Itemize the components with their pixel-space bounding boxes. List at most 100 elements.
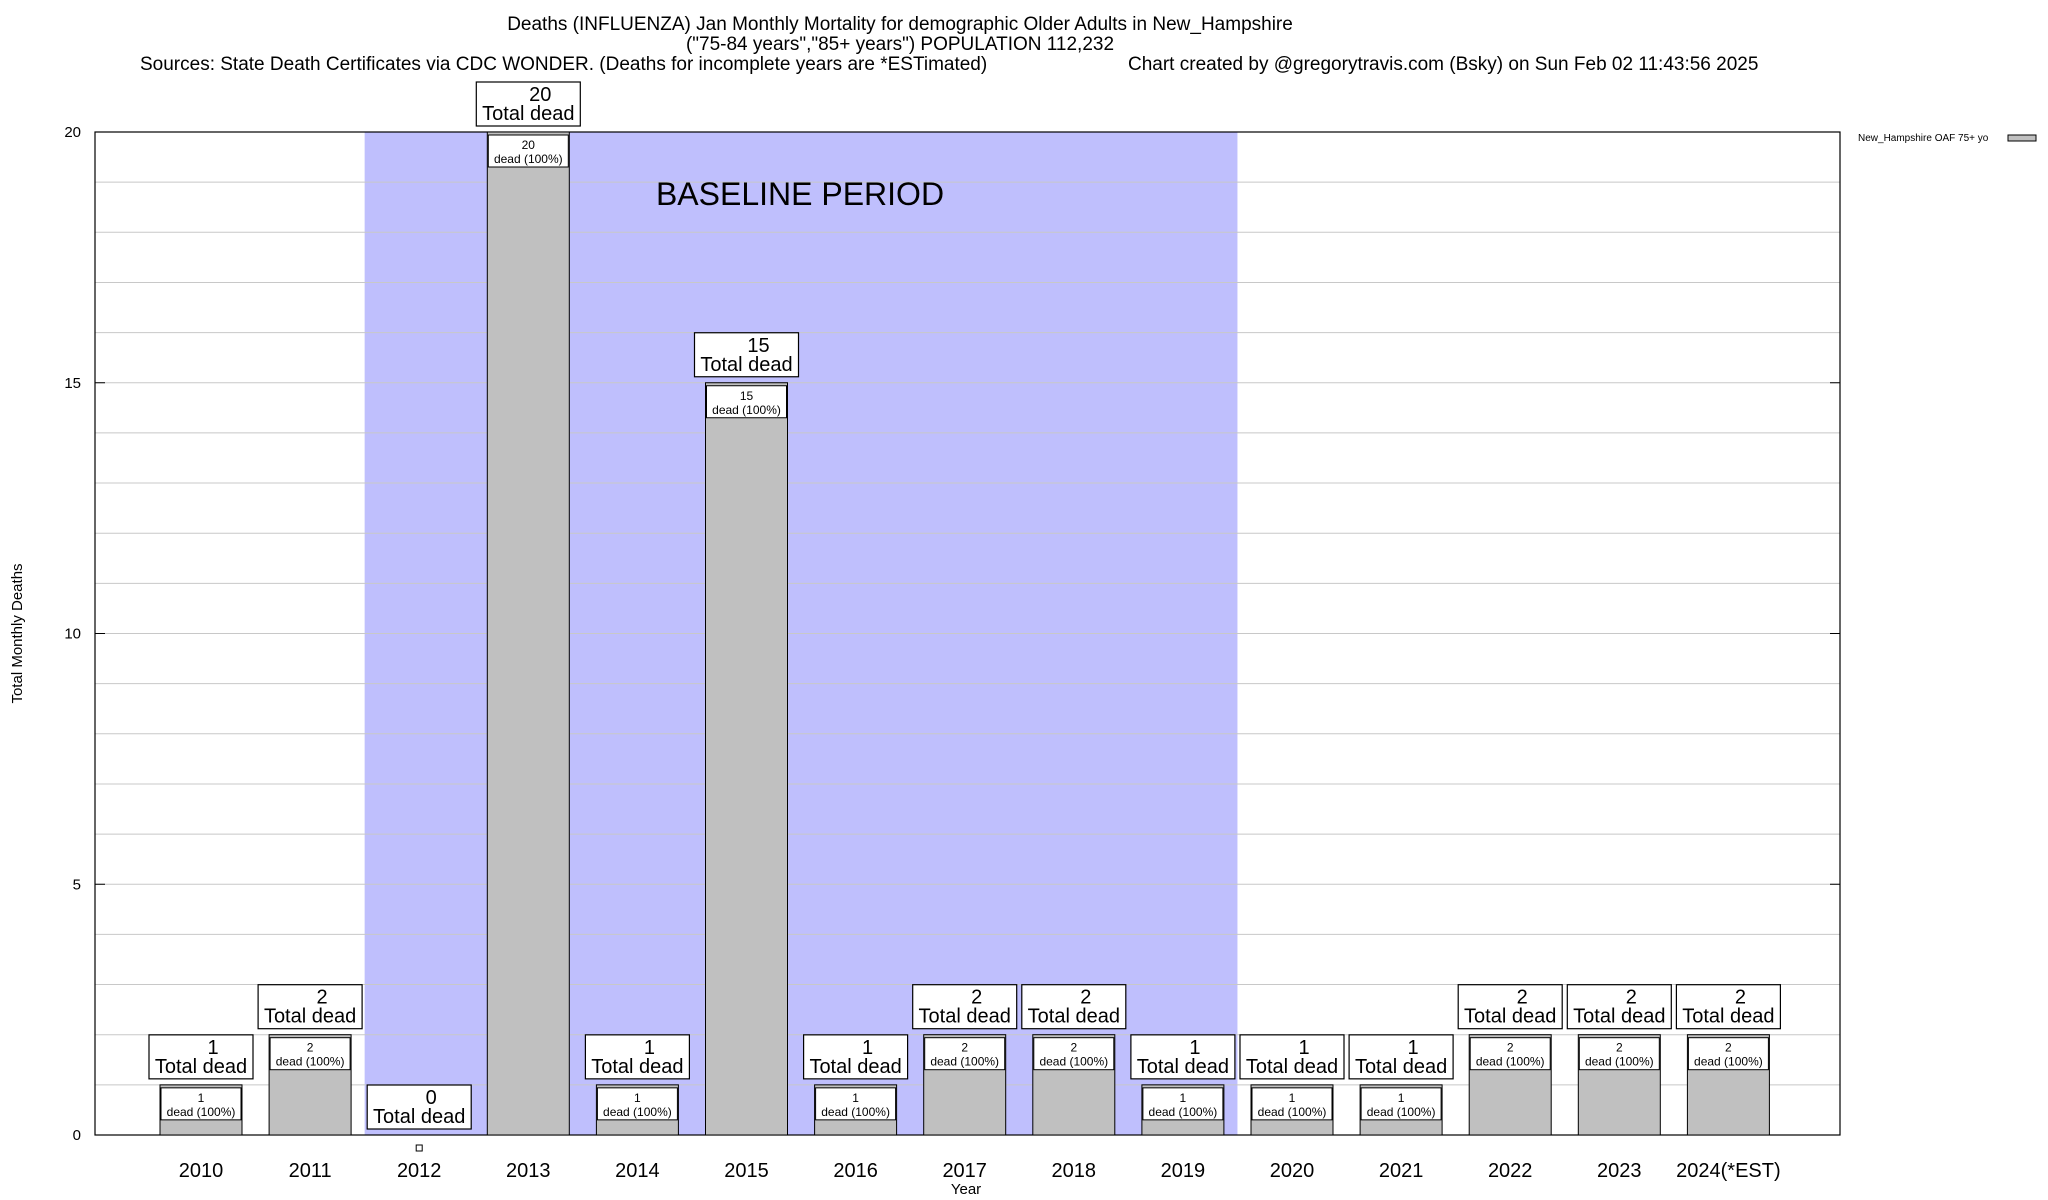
bar-total-label-box: [1130, 1034, 1236, 1080]
y-tick-label: 5: [73, 876, 81, 893]
x-tick-label: 2019: [1161, 1160, 1206, 1182]
x-tick-label: 2020: [1270, 1160, 1315, 1182]
bar-total-label-box: [366, 1084, 472, 1130]
zero-marker: [415, 1144, 423, 1152]
bar-total-count: 2: [1517, 987, 1528, 1009]
bar-inner-label-box: [596, 1087, 678, 1121]
y-axis-label: Total Monthly Deaths: [9, 563, 26, 703]
bar-inner-label-box: [924, 1037, 1006, 1071]
bar-total-label-box: [257, 984, 363, 1030]
y-tick-label: 10: [64, 626, 81, 643]
bar-inner-count: 2: [1725, 1041, 1732, 1055]
bar-inner-label-box: [1687, 1037, 1769, 1071]
bar-inner-label: dead (100%): [494, 152, 563, 166]
bar-inner-label: dead (100%): [1476, 1055, 1545, 1069]
legend-swatch: [2007, 134, 2037, 142]
bar-total-label: Total dead: [1246, 1056, 1338, 1078]
x-tick-label: 2016: [833, 1160, 878, 1182]
legend-label: New_Hampshire OAF 75+ yo: [1858, 133, 1989, 144]
bar-inner-count: 2: [307, 1041, 314, 1055]
bar-inner-label: dead (100%): [1694, 1055, 1763, 1069]
bar-total-label-box: [693, 332, 800, 378]
bar-inner-label: dead (100%): [1258, 1105, 1327, 1119]
bar-total-label: Total dead: [482, 103, 574, 125]
bar-total-count: 2: [1735, 987, 1746, 1009]
bar-inner-label: dead (100%): [1039, 1055, 1108, 1069]
y-tick-label: 15: [64, 375, 81, 392]
bar-total-label-box: [912, 984, 1018, 1030]
bar-total-label: Total dead: [591, 1056, 683, 1078]
bar-inner-label: dead (100%): [167, 1105, 236, 1119]
bar-total-count: 1: [644, 1037, 655, 1059]
x-tick-label: 2018: [1052, 1160, 1097, 1182]
bar-inner-label: dead (100%): [930, 1055, 999, 1069]
bar: [705, 382, 788, 1136]
bar-inner-count: 15: [740, 389, 754, 403]
bar-inner-count: 1: [852, 1091, 859, 1105]
bar-total-label-box: [1675, 984, 1782, 1030]
bar: [486, 131, 570, 1136]
bar-total-count: 15: [747, 335, 769, 357]
bar-inner-count: 1: [1180, 1091, 1187, 1105]
chart-subtitle: ("75-84 years","85+ years") POPULATION 1…: [685, 34, 1115, 55]
x-tick-label: 2011: [289, 1160, 332, 1182]
bar-total-count: 1: [862, 1037, 873, 1059]
bar-total-count: 1: [1408, 1037, 1419, 1059]
bar-inner-label: dead (100%): [1367, 1105, 1436, 1119]
bar-total-label-box: [1021, 984, 1127, 1030]
x-tick-label: 2023: [1597, 1160, 1642, 1182]
bar-inner-label-box: [1469, 1037, 1551, 1071]
bar-total-label: Total dead: [809, 1056, 901, 1078]
bar-inner-count: 1: [1289, 1091, 1296, 1105]
bar-inner-label-box: [269, 1037, 351, 1071]
bar-inner-label: dead (100%): [603, 1105, 672, 1119]
bar-total-label-box: [1566, 984, 1672, 1030]
bar-total-count: 1: [1189, 1037, 1200, 1059]
bar-inner-label-box: [1360, 1087, 1442, 1121]
x-tick-label: 2015: [724, 1160, 769, 1182]
bar-total-label-box: [475, 81, 581, 127]
bar-inner-label-box: [1251, 1087, 1333, 1121]
bar-total-label: Total dead: [155, 1056, 247, 1078]
bar-inner-label: dead (100%): [712, 403, 781, 417]
y-tick-label: 0: [73, 1127, 81, 1144]
bar-inner-count: 2: [961, 1041, 968, 1055]
bar-total-count: 2: [1080, 987, 1091, 1009]
bar-total-label: Total dead: [1573, 1006, 1665, 1028]
x-tick-label: 2022: [1488, 1160, 1533, 1182]
bar-total-label-box: [802, 1034, 909, 1080]
bar-inner-label-box: [160, 1087, 242, 1121]
bar-total-label-box: [1348, 1034, 1454, 1080]
bar-total-label-box: [148, 1034, 254, 1080]
bar-total-label: Total dead: [1028, 1006, 1120, 1028]
bar-total-count: 2: [971, 987, 982, 1009]
x-tick-label: 2024(*EST): [1676, 1160, 1781, 1182]
chart-credit: Chart created by @gregorytravis.com (Bsk…: [1128, 54, 1759, 75]
bar-total-count: 2: [1626, 987, 1637, 1009]
bar-total-count: 2: [317, 987, 328, 1009]
bar-inner-label: dead (100%): [1585, 1055, 1654, 1069]
bar-inner-label-box: [815, 1087, 897, 1121]
y-tick-label: 20: [64, 124, 81, 141]
x-tick-label: 2012: [397, 1160, 442, 1182]
bar-inner-label-box: [1142, 1087, 1224, 1121]
bar-inner-count: 1: [634, 1091, 641, 1105]
bar-inner-count: 20: [522, 138, 536, 152]
bar-total-count: 1: [1298, 1037, 1309, 1059]
bar-inner-count: 1: [198, 1091, 205, 1105]
bar-total-label: Total dead: [1464, 1006, 1556, 1028]
baseline-period-label: BASELINE PERIOD: [656, 176, 944, 212]
bar-inner-label: dead (100%): [276, 1055, 345, 1069]
bar-inner-label-box: [1033, 1037, 1115, 1071]
bar-inner-count: 2: [1507, 1041, 1514, 1055]
bar-total-count: 20: [529, 84, 551, 106]
bar-total-label-box: [1457, 984, 1563, 1030]
x-tick-label: 2013: [506, 1160, 551, 1182]
bar-inner-count: 2: [1070, 1041, 1077, 1055]
bar-inner-label: dead (100%): [821, 1105, 890, 1119]
x-tick-label: 2014: [615, 1160, 660, 1182]
bar-total-label: Total dead: [919, 1006, 1011, 1028]
bar-inner-label: dead (100%): [1149, 1105, 1218, 1119]
bar-total-label: Total dead: [264, 1006, 356, 1028]
